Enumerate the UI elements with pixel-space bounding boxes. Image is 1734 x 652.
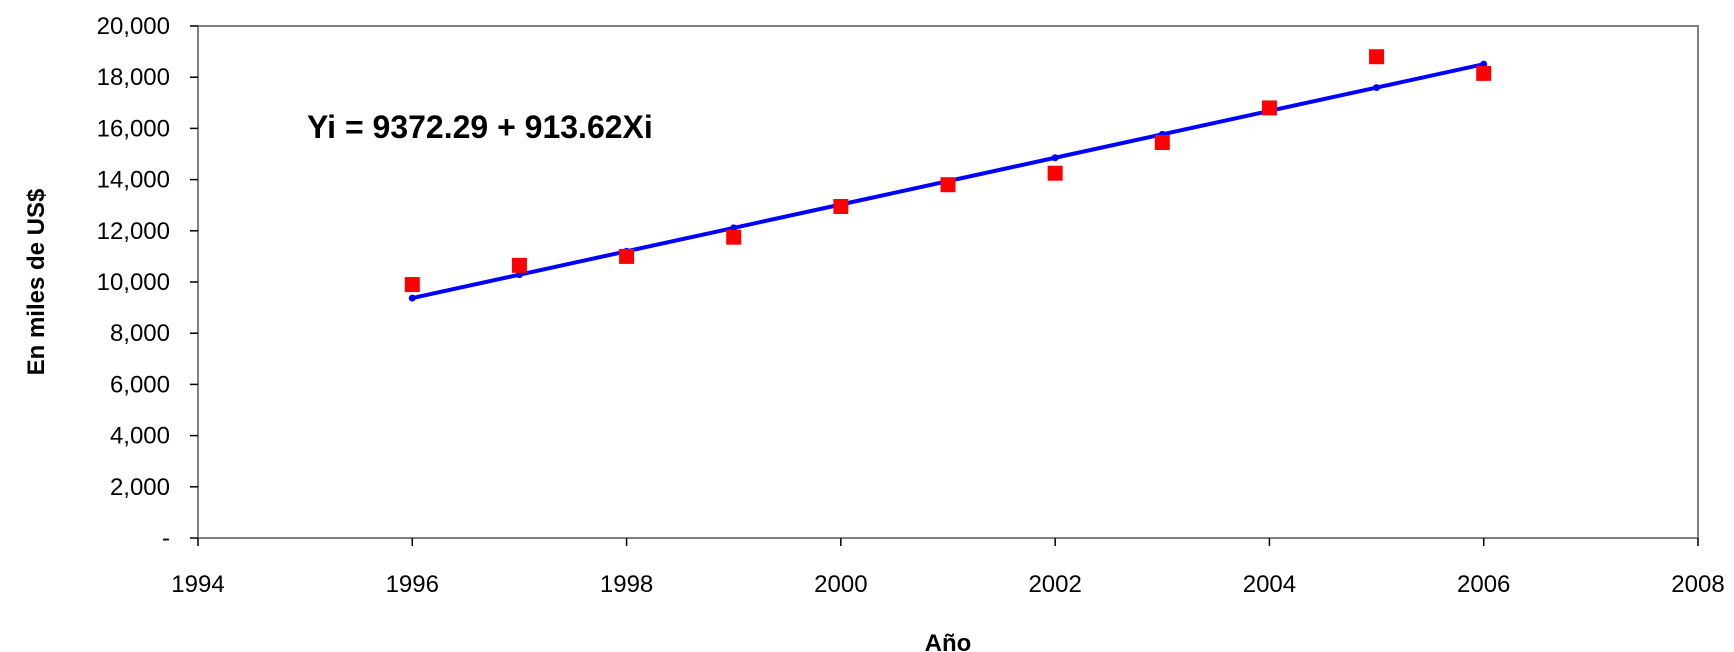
observed-point	[833, 198, 849, 214]
observed-point	[1154, 134, 1170, 150]
observed-point	[619, 248, 635, 264]
x-tick-label: 2008	[1671, 571, 1724, 598]
y-tick-label: 12,000	[97, 218, 170, 245]
trend-point	[515, 271, 523, 279]
trend-point	[730, 224, 738, 232]
observed-point	[511, 257, 527, 273]
observed-points-series	[404, 49, 1492, 293]
y-tick-label: 4,000	[110, 423, 170, 450]
y-tick-label: 2,000	[110, 474, 170, 501]
y-tick-label: 10,000	[97, 269, 170, 296]
trend-point	[1373, 84, 1381, 92]
observed-point	[940, 177, 956, 193]
observed-point	[1047, 165, 1063, 181]
trend-point	[408, 294, 416, 302]
trend-point	[1051, 154, 1059, 162]
x-axis: 1994 1996 1998 2000 2002 2004 2006 2008	[171, 538, 1725, 598]
plot-area	[197, 25, 1699, 539]
x-tick-label: 2006	[1457, 571, 1510, 598]
x-axis-title: Año	[925, 630, 972, 652]
x-tick-label: 1994	[171, 571, 224, 598]
regression-equation: Yi = 9372.29 + 913.62Xi	[307, 109, 653, 145]
x-tick-label: 1998	[600, 571, 653, 598]
y-tick-label: 8,000	[110, 320, 170, 347]
x-tick-label: 2000	[814, 571, 867, 598]
y-tick-label: 18,000	[97, 64, 170, 91]
y-tick-label: 6,000	[110, 371, 170, 398]
y-axis-title: En miles de US$	[23, 188, 50, 375]
x-tick-label: 2004	[1243, 571, 1296, 598]
observed-point	[1476, 65, 1492, 81]
x-tick-label: 1996	[386, 571, 439, 598]
y-tick-label: 14,000	[97, 167, 170, 194]
y-tick-label: 20,000	[97, 13, 170, 40]
observed-point	[1369, 49, 1385, 65]
observed-point	[726, 229, 742, 245]
x-tick-label: 2002	[1028, 571, 1081, 598]
observed-point	[404, 277, 420, 293]
y-axis: - 2,000 4,000 6,000 8,000 10,000 12,000 14,000 1…	[97, 13, 198, 552]
y-tick-label: 16,000	[97, 115, 170, 142]
y-tick-label: -	[162, 525, 170, 552]
observed-point	[1261, 100, 1277, 116]
